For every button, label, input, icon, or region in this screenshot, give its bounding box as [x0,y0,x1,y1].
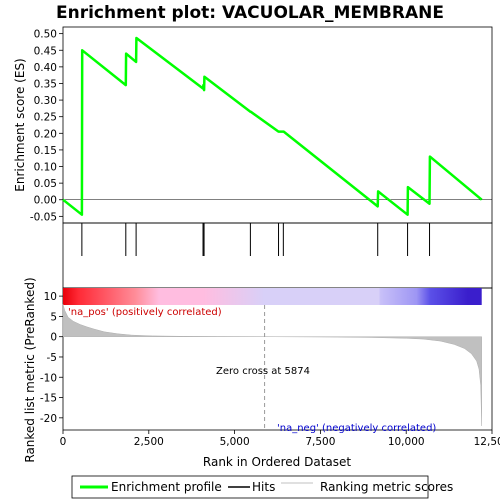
ranking-metric-area [62,304,482,430]
es-y-tick-label: 0.10 [34,162,57,174]
es-y-tick-label: 0.35 [34,78,57,90]
metric-y-tick-label: -5 [47,352,57,364]
es-y-axis: -0.05 0.00 0.05 0.10 0.15 0.20 0.25 0.30 0.35 0.4… [30,29,63,223]
x-axis-label: Rank in Ordered Dataset [203,455,351,469]
es-y-tick-label: 0.50 [34,29,57,41]
metric-area [62,304,482,426]
metric-y-tick-label: 5 [50,311,57,323]
es-y-tick-label: 0.15 [34,145,57,157]
x-tick-label: 0 [60,436,67,448]
hit-markers [81,223,431,256]
es-y-tick-label: 0.20 [34,128,57,140]
es-panel-frame [62,26,493,224]
rank-colorbar [63,288,482,305]
metric-y-tick-label: -15 [40,393,57,405]
x-tick-label: 2,500 [134,436,164,448]
legend: Enrichment profile Hits Ranking metric s… [71,475,453,499]
legend-label-hits: Hits [252,480,275,494]
es-y-axis-label: Enrichment score (ES) [13,58,27,191]
es-y-tick-label: 0.25 [34,112,57,124]
x-tick-label: 12,500 [474,436,500,448]
hits-panel-frame [62,222,493,289]
x-tick-label: 7,500 [305,436,335,448]
es-y-tick-label: 0.30 [34,95,57,107]
legend-label-enrichment: Enrichment profile [111,480,222,494]
es-y-tick-label: 0.40 [34,62,57,74]
legend-label-metric: Ranking metric scores [320,480,453,494]
x-axis: 0 2,500 5,000 7,500 10,000 12,500 [60,430,500,448]
es-y-tick-label: 0.05 [34,178,57,190]
metric-y-tick-label: -10 [40,372,57,384]
x-tick-label: 5,000 [220,436,250,448]
metric-y-axis: 10 5 0 -5 -10 -15 -20 [40,291,63,425]
es-y-tick-label: 0.45 [34,45,57,57]
zero-cross-annotation: Zero cross at 5874 [216,366,310,377]
metric-y-tick-label: 10 [44,291,57,303]
es-profile-line [62,36,483,216]
metric-y-axis-label: Ranked list metric (PreRanked) [23,277,37,462]
chart-title: Enrichment plot: VACUOLAR_MEMBRANE [56,3,444,23]
es-y-tick-label: -0.05 [30,211,57,223]
es-profile-polyline [62,36,483,216]
es-y-tick-label: 0.00 [34,195,57,207]
neg-annotation: 'na_neg' (negatively correlated) [277,423,436,434]
metric-y-tick-label: 0 [50,332,57,344]
pos-annotation: 'na_pos' (positively correlated) [68,307,222,318]
metric-y-tick-label: -20 [40,413,57,425]
colorbar-rect [63,288,482,305]
x-tick-label: 10,000 [388,436,425,448]
